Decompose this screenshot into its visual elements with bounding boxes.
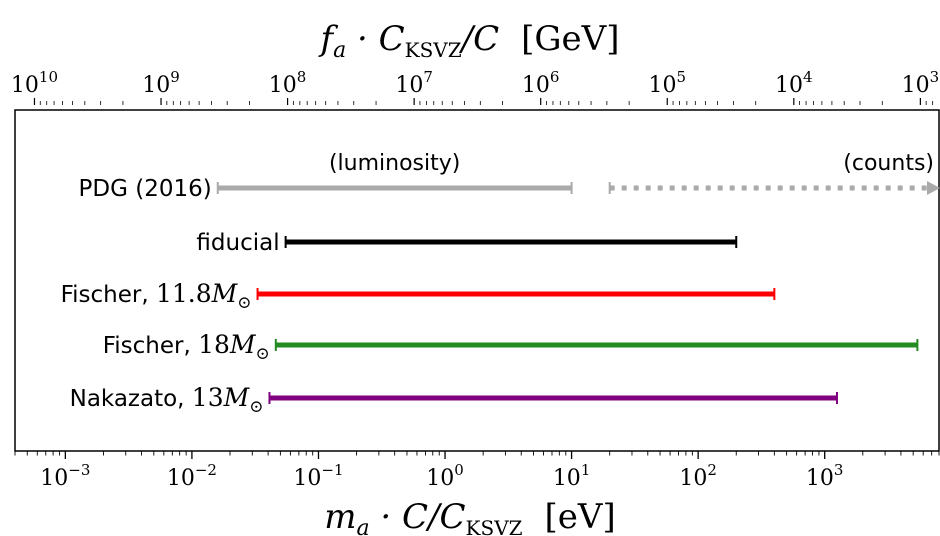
bottom-tick-base: 10 <box>679 466 707 491</box>
range-annotation: (counts) <box>843 151 934 176</box>
top-axis-label: fa · CKSVZ/C [GeV] <box>318 19 620 63</box>
bottom-tick-exp: −1 <box>321 461 343 479</box>
top-tick-label: 104 <box>775 68 813 98</box>
top-axis-label-sub: a <box>333 38 346 63</box>
top-tick-label: 107 <box>395 68 433 98</box>
bottom-axis-label: ma · C/CKSVZ [eV] <box>324 497 616 536</box>
bottom-tick-exp: 3 <box>834 461 844 479</box>
bottom-tick-base: 10 <box>426 466 454 491</box>
top-tick-exp: 10 <box>39 68 58 86</box>
top-tick-label: 108 <box>269 68 307 98</box>
bottom-axis-label-unit: [eV] <box>545 497 616 536</box>
bottom-axis-label-var: m <box>324 497 356 536</box>
top-tick-exp: 5 <box>676 68 686 86</box>
row-label-text: Nakazato, <box>70 386 192 412</box>
bottom-axis-label-sub2: KSVZ <box>466 516 523 536</box>
top-tick-label: 1010 <box>11 68 58 98</box>
top-tick-base: 10 <box>902 73 930 98</box>
bottom-tick-label: 100 <box>426 461 464 491</box>
row-label: Nakazato, 13M⊙ <box>70 383 264 417</box>
bottom-tick-base: 10 <box>40 466 68 491</box>
row-label-mass-value: 13 <box>192 383 224 412</box>
row-label-mass-value: 11.8 <box>156 279 212 308</box>
bottom-tick-exp: 0 <box>454 461 464 479</box>
range-annotation: (luminosity) <box>329 151 460 176</box>
bottom-tick-label: 102 <box>679 461 717 491</box>
top-axis-label-tail: /C <box>459 19 499 59</box>
row-label: Fischer, 18M⊙ <box>103 330 270 364</box>
row-label-mass-symbol: M <box>229 330 257 359</box>
bottom-tick-label: 10−2 <box>167 461 217 491</box>
top-tick-exp: 9 <box>170 68 180 86</box>
row-label-mass-symbol: M <box>223 383 251 412</box>
top-tick-exp: 3 <box>930 68 940 86</box>
bottom-tick-base: 10 <box>806 466 834 491</box>
bottom-tick-exp: 1 <box>581 461 591 479</box>
bottom-tick-label: 10−1 <box>293 461 343 491</box>
top-axis-label-unit: [GeV] <box>521 19 619 59</box>
row-label-text: Fischer, <box>61 282 156 308</box>
top-tick-base: 10 <box>522 73 550 98</box>
row-label-mass-sub: ⊙ <box>237 293 251 313</box>
top-tick-base: 10 <box>11 73 39 98</box>
bottom-tick-exp: 2 <box>707 461 717 479</box>
bottom-tick-exp: −3 <box>68 461 90 479</box>
top-tick-base: 10 <box>395 73 423 98</box>
top-tick-base: 10 <box>775 73 803 98</box>
bottom-tick-base: 10 <box>293 466 321 491</box>
row-label: Fischer, 11.8M⊙ <box>61 279 252 313</box>
top-tick-label: 105 <box>648 68 686 98</box>
row-label-text: fiducial <box>196 230 279 256</box>
row-label-mass-value: 18 <box>198 330 230 359</box>
bottom-tick-label: 10−3 <box>40 461 90 491</box>
top-tick-base: 10 <box>648 73 676 98</box>
row-label-text: Fischer, <box>103 333 198 359</box>
top-tick-exp: 4 <box>803 68 813 86</box>
row-label: PDG (2016) <box>79 176 212 202</box>
row-label-mass-sub: ⊙ <box>249 397 263 417</box>
top-tick-exp: 6 <box>550 68 560 86</box>
row-label-mass-symbol: M <box>211 279 239 308</box>
top-tick-label: 103 <box>902 68 940 98</box>
top-tick-label: 106 <box>522 68 560 98</box>
bottom-tick-label: 103 <box>806 461 844 491</box>
row-label-text: PDG (2016) <box>79 176 212 202</box>
bottom-tick-base: 10 <box>167 466 195 491</box>
bottom-tick-base: 10 <box>553 466 581 491</box>
bottom-axis-label-sub: a <box>357 516 370 536</box>
bottom-tick-exp: −2 <box>195 461 217 479</box>
bottom-tick-label: 101 <box>553 461 591 491</box>
top-axis-label-rest: · C <box>346 19 404 59</box>
top-axis-label-sub2: KSVZ <box>405 38 462 62</box>
top-tick-label: 109 <box>142 68 180 98</box>
top-tick-exp: 7 <box>423 68 433 86</box>
top-tick-base: 10 <box>142 73 170 98</box>
row-label-mass-sub: ⊙ <box>256 344 270 364</box>
range-arrow-head <box>927 181 940 195</box>
bottom-axis-label-rest: · C/C <box>370 497 466 536</box>
row-label: fiducial <box>196 230 279 256</box>
top-tick-exp: 8 <box>297 68 307 86</box>
top-tick-base: 10 <box>269 73 297 98</box>
